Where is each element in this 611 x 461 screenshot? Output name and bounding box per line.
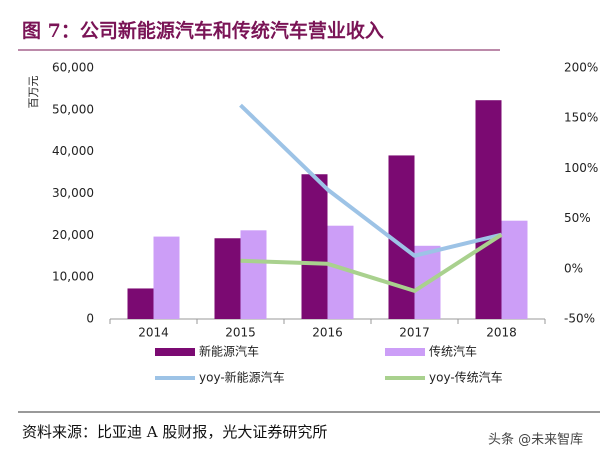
chart-title: 图 7：公司新能源汽车和传统汽车营业收入 [22,19,384,42]
bar [475,100,502,319]
legend-swatch [155,348,195,356]
x-tick-label: 2018 [486,326,517,340]
line-series [239,103,502,258]
legend-swatch [385,348,425,356]
source: 资料来源：比亚迪 A 股财报，光大证券研究所 [22,423,327,441]
y-tick-label: 20,000 [52,228,94,242]
bar [214,238,241,319]
legend-label: yoy-新能源汽车 [199,370,285,385]
y-tick-label: 30,000 [52,186,94,200]
bar [301,174,328,319]
bar [501,220,528,319]
y-tick-label: 40,000 [52,144,94,158]
x-tick-label: 2017 [399,326,430,340]
legend-label: 新能源汽车 [199,344,259,359]
y2-tick-label: 200% [564,61,598,75]
y2-tick-label: 150% [564,111,598,125]
bar [127,288,154,319]
x-tick-label: 2014 [138,326,169,340]
bar [240,230,267,319]
bar [153,236,180,319]
watermark: 头条 @未来智库 [488,432,583,448]
y-axis-title: 百万元 [27,76,40,109]
y-tick-label: 50,000 [52,102,94,116]
y-tick-label: 60,000 [52,61,94,75]
y2-tick-label: -50% [564,312,595,326]
line-series [240,232,503,293]
y2-tick-label: 100% [564,161,598,175]
legend-label: 传统汽车 [429,344,477,359]
x-tick-label: 2016 [312,326,343,340]
x-tick-label: 2015 [225,326,256,340]
y-tick-label: 10,000 [52,270,94,284]
y2-tick-label: 0% [564,261,583,275]
y2-tick-label: 50% [564,211,591,225]
y-tick-label: 0 [86,312,94,326]
legend-label: yoy-传统汽车 [429,370,503,385]
